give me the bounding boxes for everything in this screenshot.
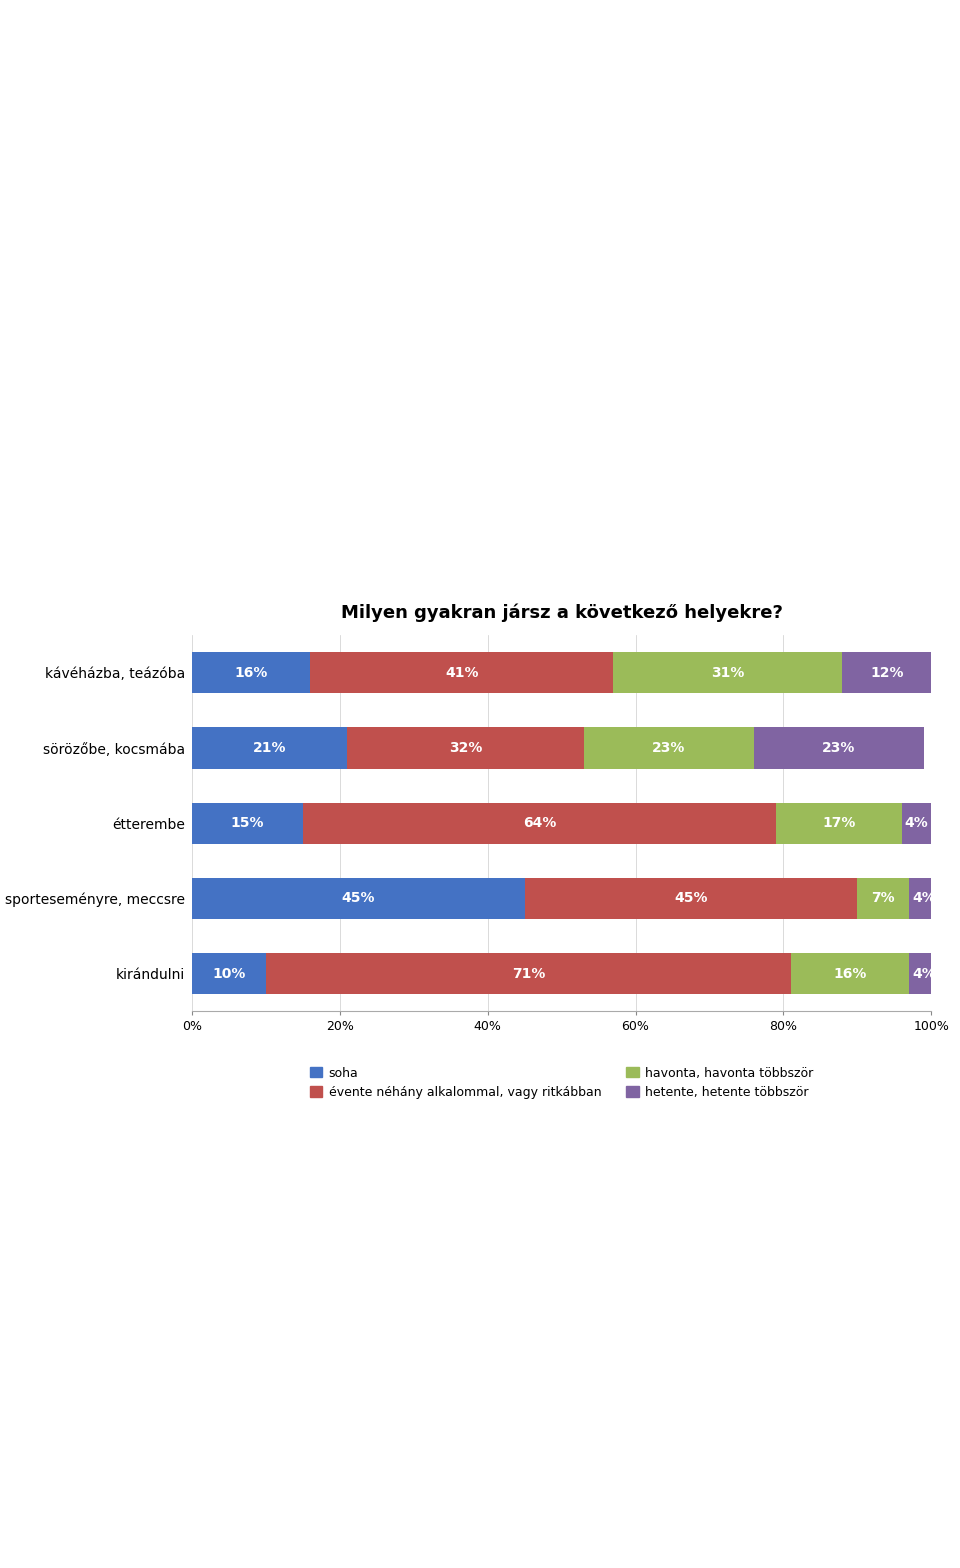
Text: 21%: 21%: [252, 742, 286, 756]
Bar: [524, 878, 857, 919]
Bar: [192, 652, 310, 693]
Bar: [192, 953, 266, 994]
Text: 4%: 4%: [912, 966, 936, 980]
Bar: [266, 953, 791, 994]
Text: 32%: 32%: [449, 742, 482, 756]
Bar: [754, 728, 924, 768]
Bar: [192, 728, 348, 768]
Text: 15%: 15%: [230, 817, 264, 829]
Text: 45%: 45%: [342, 891, 375, 905]
Text: 31%: 31%: [711, 666, 745, 681]
Bar: [192, 803, 303, 844]
Text: 23%: 23%: [822, 742, 855, 756]
Bar: [909, 953, 939, 994]
Text: 4%: 4%: [904, 817, 928, 829]
Text: 45%: 45%: [674, 891, 708, 905]
Bar: [192, 878, 524, 919]
Bar: [909, 878, 939, 919]
Text: 7%: 7%: [872, 891, 895, 905]
Text: 23%: 23%: [652, 742, 685, 756]
Bar: [613, 652, 843, 693]
Text: 16%: 16%: [833, 966, 867, 980]
Bar: [776, 803, 901, 844]
Legend: soha, évente néhány alkalommal, vagy ritkábban, havonta, havonta többször, heten: soha, évente néhány alkalommal, vagy rit…: [310, 1066, 813, 1099]
Bar: [857, 878, 909, 919]
Text: 12%: 12%: [870, 666, 903, 681]
Bar: [303, 803, 776, 844]
Bar: [310, 652, 613, 693]
Text: 71%: 71%: [512, 966, 545, 980]
Text: 10%: 10%: [212, 966, 246, 980]
Text: 41%: 41%: [445, 666, 478, 681]
Text: 64%: 64%: [523, 817, 556, 829]
Bar: [584, 728, 754, 768]
Bar: [901, 803, 931, 844]
Text: 17%: 17%: [822, 817, 855, 829]
Bar: [791, 953, 909, 994]
Text: 16%: 16%: [234, 666, 268, 681]
Text: 4%: 4%: [912, 891, 936, 905]
Title: Milyen gyakran jársz a következő helyekre?: Milyen gyakran jársz a következő helyekr…: [341, 604, 782, 622]
Bar: [843, 652, 931, 693]
Bar: [348, 728, 584, 768]
